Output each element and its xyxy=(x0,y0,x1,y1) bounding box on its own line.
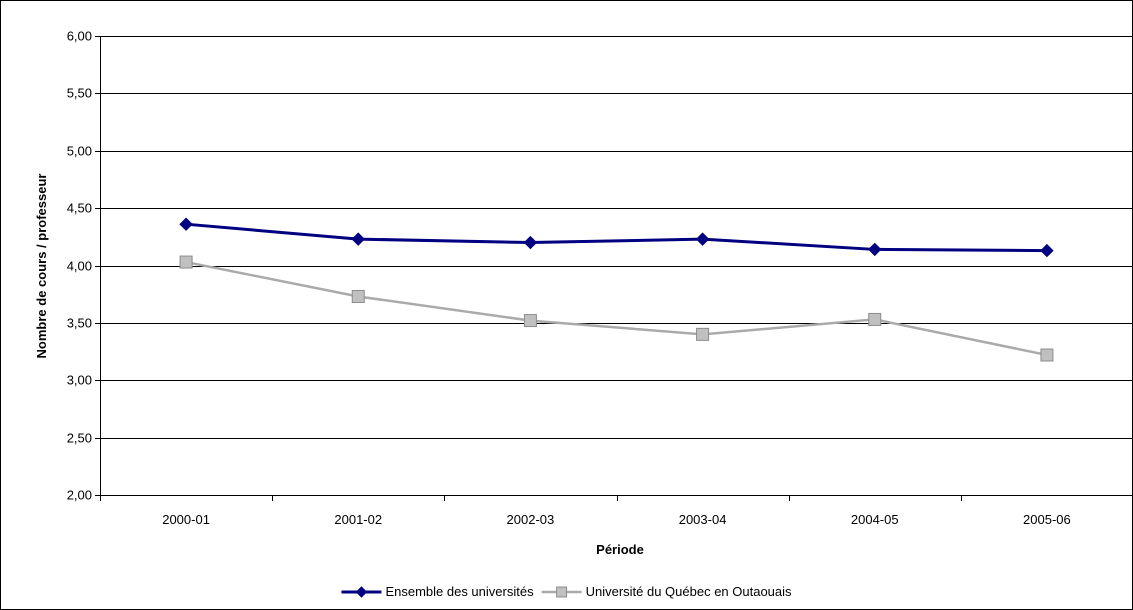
data-point xyxy=(179,217,193,231)
x-tick-label: 2000-01 xyxy=(162,512,210,527)
y-tick-label: 4,00 xyxy=(67,259,92,274)
series-layer xyxy=(179,217,1054,362)
legend-label: Ensemble des universités xyxy=(385,584,534,599)
x-axis-title: Période xyxy=(596,542,644,557)
data-point xyxy=(1040,243,1054,258)
data-point xyxy=(696,327,710,341)
data-point xyxy=(1040,348,1054,362)
legend-label: Université du Québec en Outaouais xyxy=(586,584,792,599)
data-point xyxy=(523,235,538,250)
y-axis-title: Nombre de cours / professeur xyxy=(34,174,49,359)
y-tick-label: 6,00 xyxy=(67,29,92,44)
data-point xyxy=(351,232,365,246)
data-point xyxy=(868,312,882,326)
x-tick-label: 2003-04 xyxy=(679,512,727,527)
series-2 xyxy=(179,255,1054,362)
y-tick-label: 3,00 xyxy=(67,373,92,388)
legend: Ensemble des universités Université du Qu… xyxy=(341,584,792,599)
data-point xyxy=(695,232,710,246)
y-tick-label: 4,50 xyxy=(67,201,92,216)
y-tick-label: 5,50 xyxy=(67,86,92,101)
x-tick-label: 2004-05 xyxy=(851,512,899,527)
legend-swatch-marker xyxy=(556,586,568,598)
series-1 xyxy=(179,217,1054,258)
data-point xyxy=(351,289,365,303)
data-point xyxy=(523,314,537,328)
data-point xyxy=(179,255,193,269)
legend-item-2: Université du Québec en Outaouais xyxy=(541,584,792,599)
x-tick-label: 2001-02 xyxy=(334,512,382,527)
y-tick-label: 3,50 xyxy=(67,316,92,331)
y-tick-label: 2,50 xyxy=(67,431,92,446)
series-line xyxy=(185,260,1048,357)
series-line xyxy=(185,222,1047,253)
y-tick-label: 5,00 xyxy=(67,144,92,159)
axis-layer: 2,00 2,50 3,00 3,50 4,00 4,50 5,00 5,50 6,00 2000… xyxy=(67,29,1133,527)
x-tick-label: 2005-06 xyxy=(1023,512,1071,527)
data-point xyxy=(868,242,882,257)
legend-swatch-marker xyxy=(355,586,368,598)
y-tick-label: 2,00 xyxy=(67,488,92,503)
x-tick-label: 2002-03 xyxy=(507,512,555,527)
legend-item-1: Ensemble des universités xyxy=(341,584,534,599)
